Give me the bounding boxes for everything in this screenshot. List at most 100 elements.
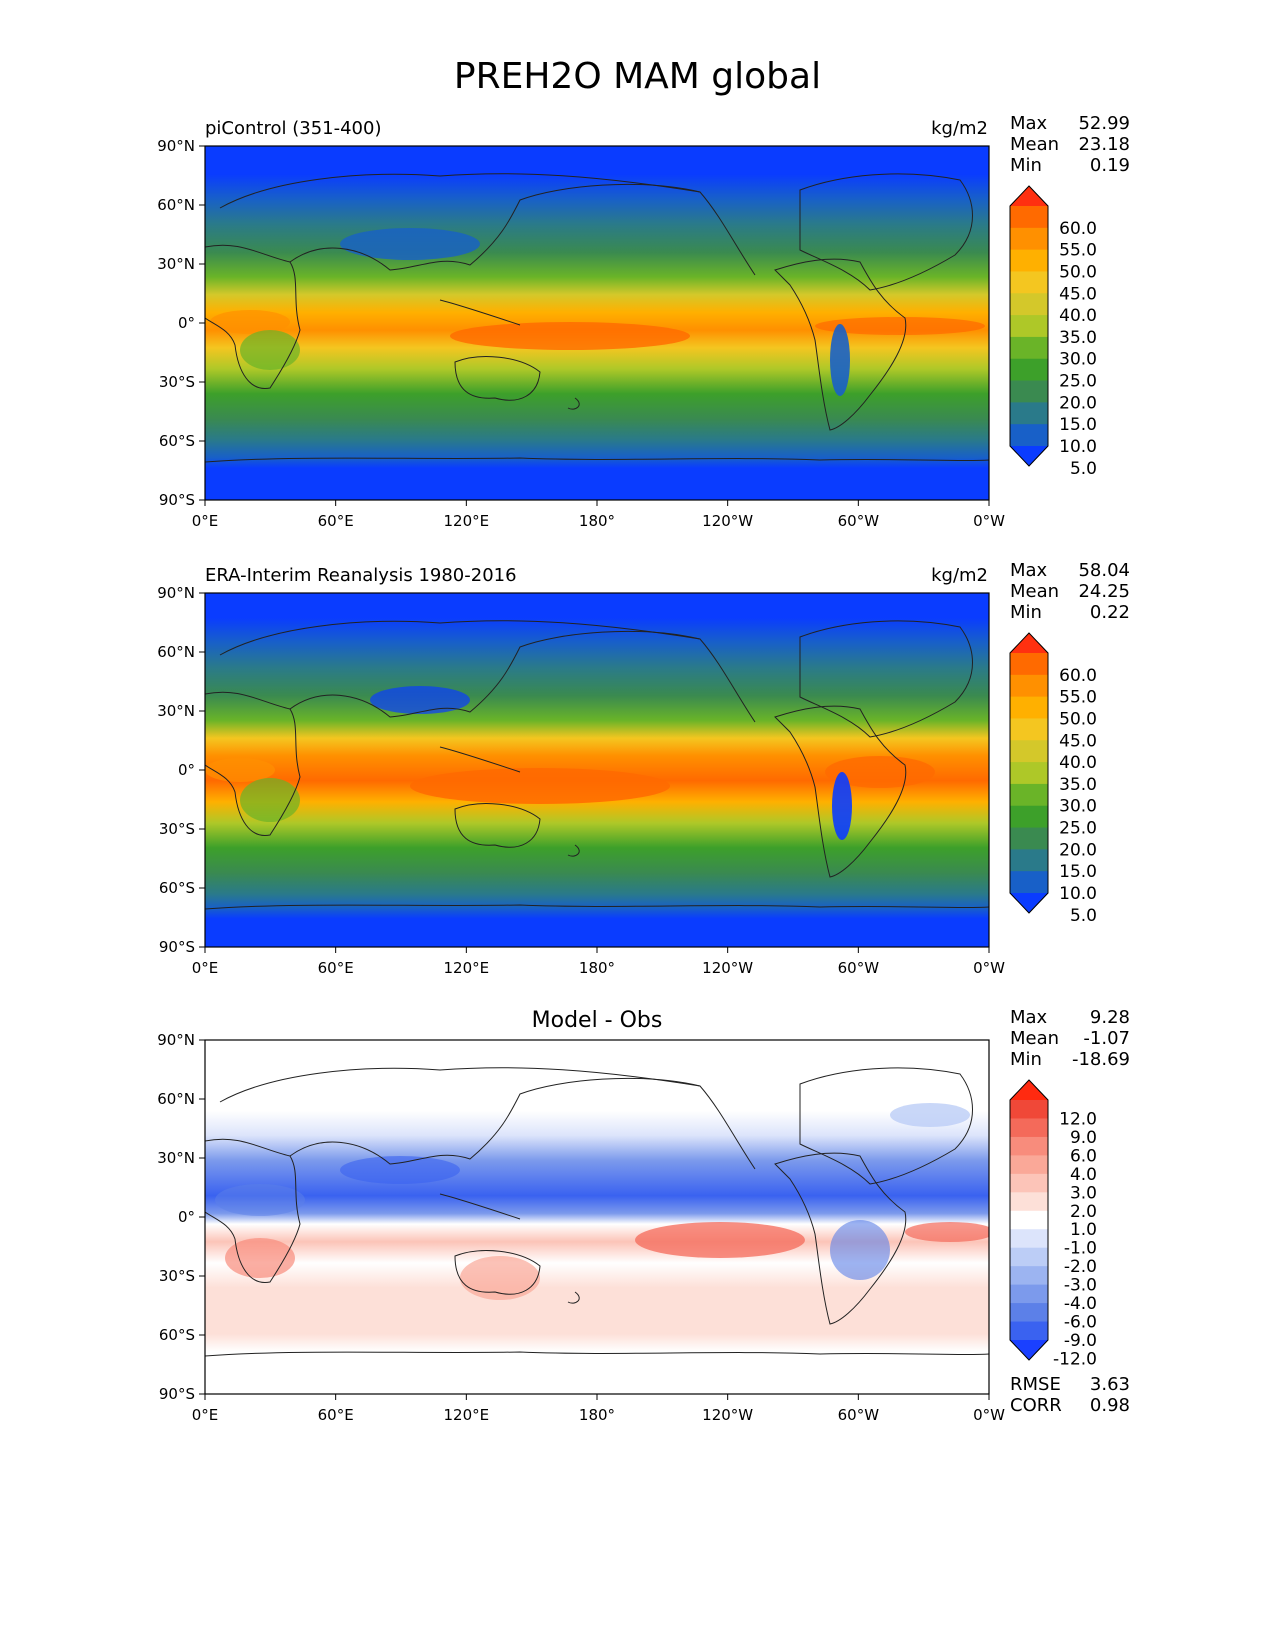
field-features-model-minus-obs xyxy=(215,1103,989,1300)
coastlines-picontrol xyxy=(205,173,989,463)
colorbar-label: 15.0 xyxy=(1059,415,1097,435)
lon-tick-label: 180° xyxy=(579,1406,615,1424)
colorbar-extend-min xyxy=(1010,893,1048,913)
panel-era-interim: ERA-Interim Reanalysis 1980-2016 kg/m2 xyxy=(204,565,990,948)
map-field-model-minus-obs xyxy=(205,1040,989,1394)
stat-name: Max xyxy=(1010,113,1048,134)
colorbar-label: 20.0 xyxy=(1059,840,1097,860)
lat-tick-label: 60°S xyxy=(159,1326,195,1344)
lon-tick-label: 180° xyxy=(579,512,615,530)
colorbar-label: 45.0 xyxy=(1059,731,1097,751)
stat-name: Max xyxy=(1010,560,1048,581)
colorbar-label: -9.0 xyxy=(1064,1331,1097,1351)
colorbar-extend-min xyxy=(1010,446,1048,466)
colorbar-outline xyxy=(1009,185,1049,467)
metric-value: 0.98 xyxy=(1090,1395,1130,1416)
panel-label: Model - Obs xyxy=(532,1008,663,1033)
colorbar-bin xyxy=(1010,271,1048,294)
lon-tick-label: 120°E xyxy=(444,1406,490,1424)
colorbar-label: 30.0 xyxy=(1059,350,1097,370)
lat-tick-label: 90°N xyxy=(157,137,195,155)
colorbar-label: 6.0 xyxy=(1070,1146,1097,1166)
colorbar-label: 55.0 xyxy=(1059,241,1097,261)
lat-tick-label: 30°N xyxy=(157,702,195,720)
colorbar-extend-max xyxy=(1010,186,1048,206)
colorbar-bin xyxy=(1010,1210,1048,1230)
stat-name: Max xyxy=(1010,1007,1048,1028)
colorbar-bin xyxy=(1010,1303,1048,1323)
stat-value: 58.04 xyxy=(1078,560,1130,581)
stat-value: 0.22 xyxy=(1090,602,1130,623)
lat-tick-label: 30°S xyxy=(159,1267,195,1285)
lon-tick-label: 0°W xyxy=(973,512,1005,530)
colorbar-label: 50.0 xyxy=(1059,709,1097,729)
colorbar-label: 2.0 xyxy=(1070,1202,1097,1222)
colorbar-label: -12.0 xyxy=(1053,1349,1097,1369)
panel-label: ERA-Interim Reanalysis 1980-2016 xyxy=(205,565,517,586)
colorbar-label: 25.0 xyxy=(1059,819,1097,839)
lat-tick-label: 60°N xyxy=(157,643,195,661)
lat-tick-label: 0° xyxy=(178,314,195,332)
lon-tick-label: 120°W xyxy=(702,512,753,530)
colorbar-bin xyxy=(1010,206,1048,229)
lon-tick-label: 120°E xyxy=(444,512,490,530)
colorbar-bin xyxy=(1010,1266,1048,1286)
lat-tick-label: 30°N xyxy=(157,255,195,273)
lon-tick-label: 120°W xyxy=(702,1406,753,1424)
lon-tick-label: 120°E xyxy=(444,959,490,977)
colorbar-label: 3.0 xyxy=(1070,1183,1097,1203)
field-features-era-interim xyxy=(205,686,935,840)
metric-name: CORR xyxy=(1010,1395,1062,1416)
metric-value: 3.63 xyxy=(1090,1374,1130,1395)
lat-tick-label: 90°N xyxy=(157,584,195,602)
colorbar-bin xyxy=(1010,740,1048,763)
lat-tick-label: 30°N xyxy=(157,1149,195,1167)
panel-units: kg/m2 xyxy=(931,118,988,139)
colorbar-extend-max xyxy=(1010,1080,1048,1100)
stat-name: Min xyxy=(1010,1049,1042,1070)
colorbar-bin xyxy=(1010,696,1048,719)
colorbar-bin xyxy=(1010,762,1048,785)
colorbar-bin xyxy=(1010,1100,1048,1119)
colorbar-bin xyxy=(1010,783,1048,807)
colorbar-bin xyxy=(1010,227,1048,251)
colorbar-bin xyxy=(1010,1118,1048,1138)
colorbar-label: 9.0 xyxy=(1070,1128,1097,1148)
colorbar-bin xyxy=(1010,336,1048,360)
colorbar-label: 25.0 xyxy=(1059,372,1097,392)
stat-value: 0.19 xyxy=(1090,155,1130,176)
colorbar-bin xyxy=(1010,653,1048,676)
stat-value: -1.07 xyxy=(1083,1028,1130,1049)
stat-name: Mean xyxy=(1010,1028,1059,1049)
colorbar-bin xyxy=(1010,402,1048,425)
lon-tick-label: 60°E xyxy=(318,959,354,977)
stat-name: Min xyxy=(1010,602,1042,623)
colorbar-label: 40.0 xyxy=(1059,306,1097,326)
axes-layer: 0°E 60°E 120°E 180° 120°W 60°W 0°W 90°N 60°N 30°N… xyxy=(157,137,1005,1424)
colorbar-bin xyxy=(1010,718,1048,741)
colorbar-bin xyxy=(1010,805,1048,829)
panel-units: kg/m2 xyxy=(931,565,988,586)
colorbar-label: -6.0 xyxy=(1064,1313,1097,1333)
coastlines-era-interim xyxy=(205,620,989,910)
colorbar-bin xyxy=(1010,1321,1048,1341)
colorbar-label: 35.0 xyxy=(1059,775,1097,795)
colorbar-label: 5.0 xyxy=(1070,906,1097,926)
colorbar-bin xyxy=(1010,358,1048,382)
colorbar-bin xyxy=(1010,849,1048,872)
lat-tick-label: 90°N xyxy=(157,1031,195,1049)
lon-tick-label: 0°E xyxy=(192,1406,219,1424)
colorbar-label: -4.0 xyxy=(1064,1294,1097,1314)
colorbar-label: 10.0 xyxy=(1059,884,1097,904)
colorbar-bin xyxy=(1010,315,1048,338)
lat-tick-label: 30°S xyxy=(159,373,195,391)
lon-tick-label: 180° xyxy=(579,959,615,977)
colorbar-bin xyxy=(1010,424,1048,447)
colorbar-bin xyxy=(1010,1247,1048,1267)
lon-tick-label: 60°E xyxy=(318,1406,354,1424)
colorbar: 60.055.050.045.040.035.030.025.020.015.0… xyxy=(1009,185,1097,479)
panel-picontrol: piControl (351-400) kg/m2 xyxy=(204,118,990,501)
lon-tick-label: 0°E xyxy=(192,959,219,977)
colorbar-outline xyxy=(1009,632,1049,914)
